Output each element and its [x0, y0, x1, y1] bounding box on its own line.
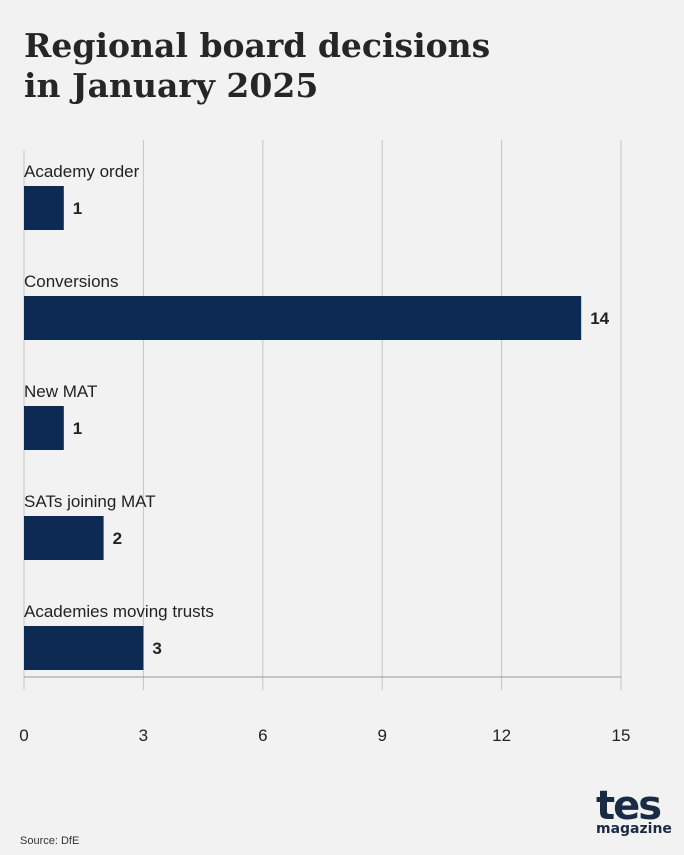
value-label: 2 [113, 529, 122, 548]
title-line-1: Regional board decisions [24, 26, 491, 65]
value-label: 14 [590, 309, 609, 328]
logo-sub: magazine [596, 821, 672, 837]
category-label: SATs joining MAT [24, 492, 156, 511]
x-tick-label-9: 9 [377, 726, 386, 745]
bar [24, 296, 582, 340]
category-label: New MAT [24, 382, 97, 401]
x-tick-label-12: 12 [492, 726, 511, 745]
bar [24, 406, 64, 450]
category-label: Academies moving trusts [24, 602, 214, 621]
bar [24, 626, 144, 670]
chart-title: Regional board decisions in January 2025 [24, 26, 644, 106]
x-tick-label-15: 15 [612, 726, 631, 745]
source-note: Source: DfE [20, 835, 80, 847]
x-tick-label-3: 3 [139, 726, 148, 745]
logo-word: tes [596, 783, 662, 829]
bar [24, 516, 104, 560]
tes-magazine-logo: tes magazine [596, 786, 672, 836]
category-label: Conversions [24, 272, 119, 291]
x-tick-label-0: 0 [19, 726, 28, 745]
category-label: Academy order [24, 162, 140, 181]
title-line-2: in January 2025 [24, 66, 319, 105]
value-label: 1 [73, 419, 82, 438]
bar [24, 186, 64, 230]
value-label: 1 [73, 199, 82, 218]
x-tick-label-6: 6 [258, 726, 267, 745]
value-label: 3 [152, 639, 161, 658]
